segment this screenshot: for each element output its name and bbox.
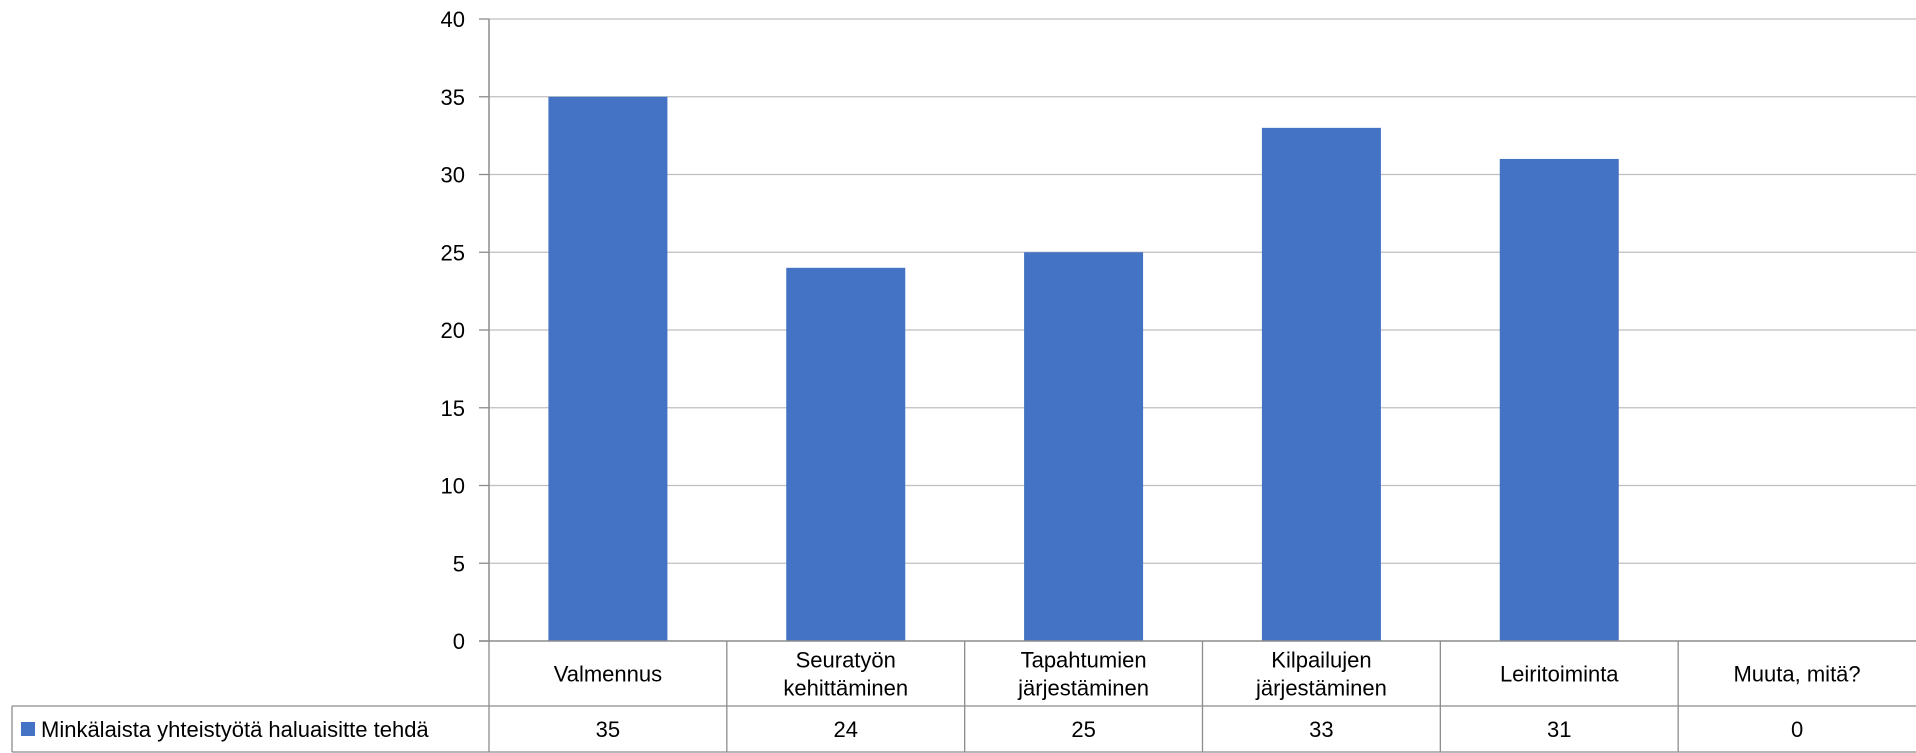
bar bbox=[548, 96, 668, 641]
category-label: Tapahtumien bbox=[1021, 648, 1147, 673]
table-value: 33 bbox=[1309, 717, 1333, 742]
table-value: 0 bbox=[1791, 717, 1803, 742]
y-tick-label: 40 bbox=[441, 7, 465, 32]
legend: Minkälaista yhteistyötä haluaisitte tehd… bbox=[21, 717, 429, 742]
category-label: Muuta, mitä? bbox=[1733, 662, 1860, 687]
category-label: järjestäminen bbox=[1255, 676, 1387, 701]
table-value: 24 bbox=[834, 717, 858, 742]
y-tick-label: 20 bbox=[441, 318, 465, 343]
bar bbox=[1499, 158, 1619, 641]
y-tick-label: 35 bbox=[441, 85, 465, 110]
category-label: Kilpailujen bbox=[1271, 648, 1371, 673]
data-table: Valmennus Seuratyön kehittäminen Tapahtumie… bbox=[11, 641, 1916, 753]
y-tick-label: 0 bbox=[453, 629, 465, 654]
y-tick-label: 25 bbox=[441, 240, 465, 265]
category-label: kehittäminen bbox=[783, 676, 908, 701]
legend-swatch bbox=[21, 722, 35, 736]
bar bbox=[1261, 127, 1381, 642]
table-value: 35 bbox=[596, 717, 620, 742]
category-label: Leiritoiminta bbox=[1500, 662, 1619, 687]
y-tick-label: 10 bbox=[441, 474, 465, 499]
y-tick-label: 30 bbox=[441, 163, 465, 188]
category-label: järjestäminen bbox=[1017, 676, 1149, 701]
y-axis-tick-labels: 0 5 10 15 20 25 30 35 40 bbox=[441, 7, 489, 654]
table-value: 25 bbox=[1071, 717, 1095, 742]
category-label: Valmennus bbox=[554, 662, 662, 687]
axes bbox=[479, 19, 1916, 642]
gridlines bbox=[489, 18, 1916, 564]
legend-label: Minkälaista yhteistyötä haluaisitte tehd… bbox=[41, 717, 429, 742]
bar bbox=[786, 267, 906, 641]
category-label: Seuratyön bbox=[796, 648, 896, 673]
bars bbox=[548, 96, 1619, 642]
table-value: 31 bbox=[1547, 717, 1571, 742]
y-tick-label: 5 bbox=[453, 551, 465, 576]
y-tick-label: 15 bbox=[441, 396, 465, 421]
bar bbox=[1024, 252, 1144, 641]
